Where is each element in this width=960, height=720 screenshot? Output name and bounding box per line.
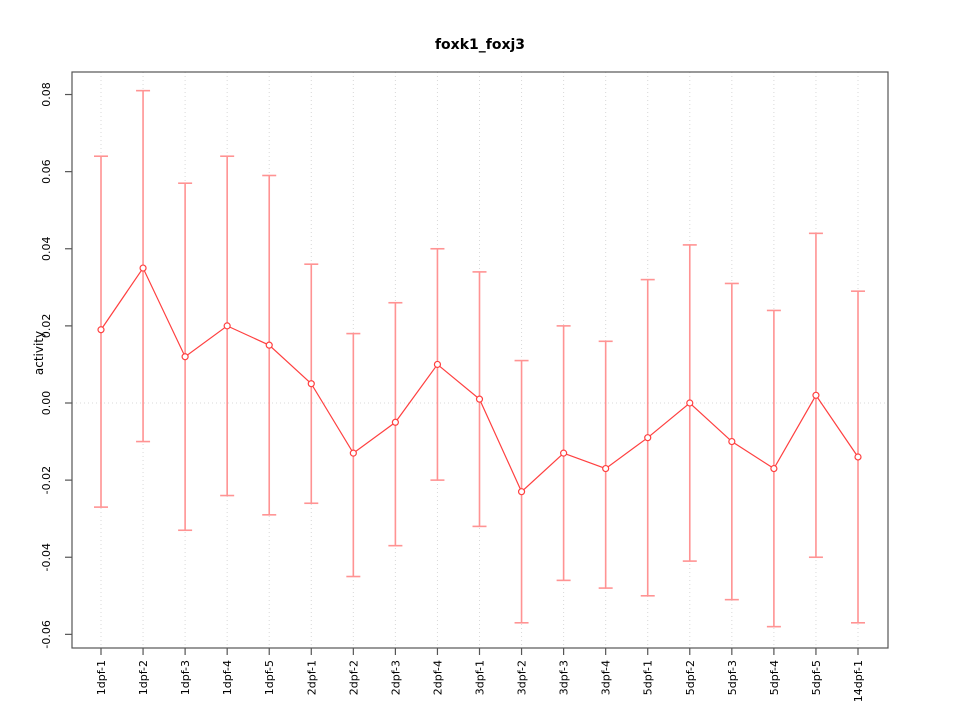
x-tick-label: 5dpf-3 <box>726 660 739 695</box>
y-tick-label: 0.08 <box>40 82 53 107</box>
data-point <box>223 322 231 330</box>
data-point <box>307 380 315 388</box>
y-tick-label: -0.06 <box>40 620 53 648</box>
x-tick-label: 1dpf-1 <box>95 660 108 695</box>
x-tick-label: 1dpf-4 <box>221 660 234 695</box>
data-point <box>770 464 778 473</box>
data-point <box>602 464 610 473</box>
data-point <box>728 437 736 446</box>
data-point <box>644 434 652 442</box>
data-point <box>139 264 147 272</box>
data-point <box>181 353 189 361</box>
y-tick-label: -0.04 <box>40 543 53 571</box>
x-tick-label: 3dpf-1 <box>474 660 487 695</box>
x-tick-label: 1dpf-3 <box>179 660 192 695</box>
x-tick-label: 3dpf-3 <box>558 660 571 695</box>
data-point <box>97 326 105 334</box>
data-point <box>475 395 484 403</box>
data-point <box>854 453 862 461</box>
y-tick-label: 0.06 <box>40 159 53 184</box>
x-tick-label: 2dpf-4 <box>431 660 444 695</box>
y-tick-label: 0.02 <box>40 314 53 339</box>
x-tick-label: 14dpf-1 <box>852 660 865 702</box>
chart-title: foxk1_foxj3 <box>434 37 526 53</box>
x-tick-label: 3dpf-2 <box>516 660 529 695</box>
x-tick-label: 2dpf-2 <box>347 660 360 695</box>
data-point <box>265 341 273 349</box>
y-tick-label: -0.02 <box>40 466 53 494</box>
x-tick-label: 2dpf-1 <box>305 660 318 695</box>
x-tick-label: 1dpf-5 <box>263 660 276 695</box>
x-tick-label: 2dpf-3 <box>389 660 402 695</box>
y-tick-label: 0.00 <box>40 391 53 416</box>
data-point <box>433 360 442 369</box>
data-point <box>517 488 526 496</box>
x-tick-label: 5dpf-5 <box>810 660 823 695</box>
data-point <box>560 449 568 457</box>
data-point <box>391 418 399 426</box>
x-tick-label: 5dpf-1 <box>642 660 655 695</box>
x-tick-label: 5dpf-2 <box>684 660 697 695</box>
data-point <box>349 449 357 457</box>
data-point <box>686 399 694 407</box>
y-tick-label: 0.04 <box>40 237 53 262</box>
data-point <box>812 391 820 399</box>
x-tick-label: 5dpf-4 <box>768 660 781 695</box>
x-tick-label: 3dpf-4 <box>600 660 613 695</box>
x-tick-label: 1dpf-2 <box>137 660 150 695</box>
